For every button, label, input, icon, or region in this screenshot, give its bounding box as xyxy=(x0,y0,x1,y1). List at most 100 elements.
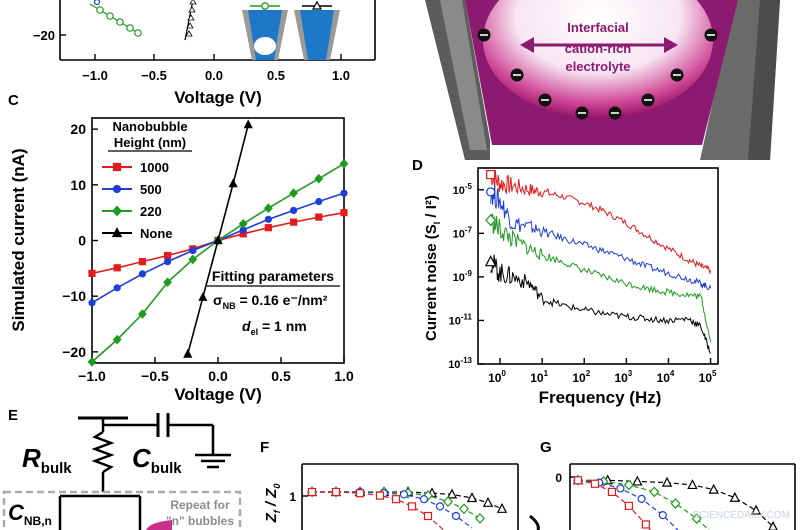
anion-icon xyxy=(575,106,589,120)
chart-g-data-point xyxy=(590,479,600,488)
chart-d-series-marker xyxy=(485,214,497,227)
top-left-xtick-label: 1.0 xyxy=(332,68,350,83)
chart-g-data-point xyxy=(649,486,660,498)
chart-c-ytick-label: 20 xyxy=(70,121,86,137)
fitting-title: Fitting parameters xyxy=(212,268,334,284)
illustration-label-line3: electrolyte xyxy=(565,59,630,74)
chart-g-data-point xyxy=(658,511,667,520)
chart-d-ytick-label: 10-5 xyxy=(453,182,473,197)
chart-c-data-point xyxy=(113,284,121,292)
watermark: SCIENCEDAILY.COM xyxy=(693,510,790,521)
chart-d-ytick-label: 10-11 xyxy=(449,312,473,327)
chart-c-data-point xyxy=(290,206,298,215)
chart-c-data-point xyxy=(339,158,349,169)
chart-g-data-point xyxy=(708,483,719,494)
chart-g-data-point xyxy=(623,479,634,491)
legend-label: 500 xyxy=(140,182,162,197)
chart-f-data-point xyxy=(496,502,508,513)
chart-c-ytick-label: −20 xyxy=(62,344,86,360)
top-left-xtick-label: 0.5 xyxy=(267,68,285,83)
panel-letter-d: D xyxy=(412,157,423,174)
anion-icon xyxy=(510,68,524,82)
chart-f-data-point xyxy=(435,502,445,511)
repeat-box xyxy=(2,490,242,530)
chart-c-ytick-label: −10 xyxy=(62,288,86,304)
chart-d-xticks: 100 101 102 103 104 105 xyxy=(488,358,717,385)
top-left-xtick-label: −0.5 xyxy=(141,68,167,83)
chart-c-data-point xyxy=(238,219,248,229)
chart-c-data-point xyxy=(88,269,96,277)
chart-c-data-point xyxy=(189,246,197,255)
chart-g: 0 xyxy=(555,463,796,530)
legend-title-line1: Nanobubble xyxy=(112,119,187,134)
chart-f-data-point xyxy=(442,496,454,508)
chart-c-data-point xyxy=(188,254,198,265)
top-left-xlabel: Voltage (V) xyxy=(174,88,262,107)
r-bulk-label: Rbulk xyxy=(22,443,72,477)
chart-d-yticks: 10-5 10-7 10-9 10-11 10-13 xyxy=(448,182,484,371)
chart-c-data-point xyxy=(112,334,122,345)
legend-swatch-marker xyxy=(111,227,123,238)
chart-c-data-point xyxy=(243,119,253,129)
chart-c-data-point xyxy=(228,178,238,188)
anion-icon xyxy=(538,93,552,107)
nanopore-illustration: Interfacial cation-rich electrolyte xyxy=(425,0,780,160)
chart-d-series-marker xyxy=(486,187,496,197)
inset-bubble-pore-icon xyxy=(242,2,288,60)
chart-c: 20 10 0 −10 −20 −1.0 −0.5 0.0 0.5 1.0 Voltage (V… xyxy=(9,117,354,404)
chart-g-data-point xyxy=(691,513,702,525)
chart-c-data-point xyxy=(290,218,298,226)
inset-open-pore-icon xyxy=(294,0,340,60)
top-left-partial-plot: −20 −1.0 −0.5 0.0 0.5 1.0 Voltage (V) xyxy=(33,0,376,107)
chart-d-series-trace xyxy=(490,254,711,354)
chart-c-data-point xyxy=(137,309,147,319)
chart-d-series-trace xyxy=(490,185,712,291)
d-line: del = 1 nm xyxy=(242,318,307,337)
illustration-label-line1: Interfacial xyxy=(567,20,628,35)
anion-icon xyxy=(477,28,491,42)
chart-g-data-point xyxy=(641,520,650,529)
legend-swatch-marker xyxy=(111,205,123,217)
chart-c-data-point xyxy=(340,189,348,197)
chart-d-series-marker xyxy=(484,255,497,267)
chart-c-ylabel: Simulated current (nA) xyxy=(9,148,28,331)
chart-f-data-point xyxy=(423,511,433,521)
top-left-black-partial-series xyxy=(184,0,197,41)
resistor-symbol xyxy=(91,430,115,474)
chart-c-xticks: −1.0 −0.5 0.0 0.5 1.0 xyxy=(78,357,354,384)
chart-d-series xyxy=(484,169,712,354)
chart-f-data-point xyxy=(307,487,317,497)
legend-swatch-marker xyxy=(112,162,122,172)
legend-title-line2: Height (nm) xyxy=(114,135,186,150)
chart-g-data-point xyxy=(573,476,583,485)
chart-f-data-point xyxy=(419,495,429,504)
chart-g-data-point xyxy=(632,475,643,486)
ion-markers xyxy=(477,28,718,120)
partial-bracket-glyph xyxy=(529,514,540,530)
chart-d-xlabel: Frequency (Hz) xyxy=(539,388,662,407)
c-bulk-label: Cbulk xyxy=(132,443,182,477)
chart-c-ytick-label: 10 xyxy=(70,177,86,193)
chart-d-xtick-label: 101 xyxy=(530,369,548,385)
chart-f-series xyxy=(306,486,508,530)
panel-letter-g: G xyxy=(540,439,552,456)
legend-label: 220 xyxy=(140,204,162,219)
chart-d-series-marker xyxy=(486,169,496,180)
chart-c-data-point xyxy=(87,357,97,367)
top-left-xtick-label: 0.0 xyxy=(205,68,223,83)
chart-c-data-point xyxy=(164,258,172,266)
chart-c-xtick-label: −0.5 xyxy=(141,368,169,384)
chart-c-data-point xyxy=(183,348,193,358)
repeat-label-line2: "n" bubbles xyxy=(166,514,234,528)
chart-c-xlabel: Voltage (V) xyxy=(174,385,262,404)
chart-c-legend-items: 1000 500 220 None xyxy=(102,160,173,241)
chart-c-yticks: 20 10 0 −10 −20 xyxy=(62,121,98,360)
chart-f: 1 Zf / Z0 xyxy=(263,463,519,530)
panel-letter-e: E xyxy=(8,407,18,424)
chart-f-data-point xyxy=(451,511,461,521)
legend-label: None xyxy=(140,226,173,241)
chart-f-data-point xyxy=(331,487,341,497)
chart-c-data-point xyxy=(263,203,273,213)
